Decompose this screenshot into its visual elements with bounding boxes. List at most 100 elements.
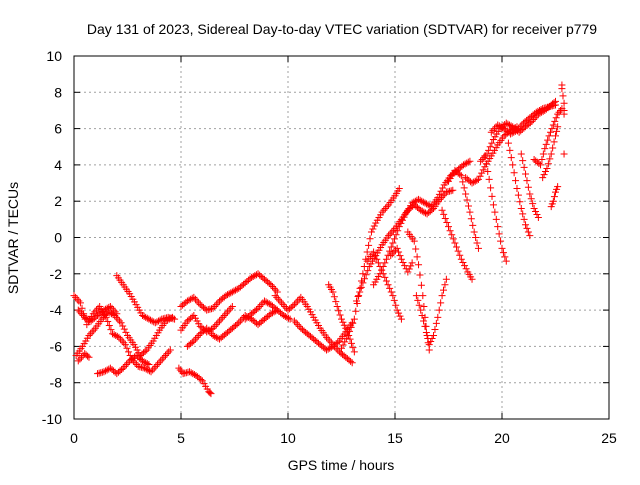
data-point-marker — [510, 128, 518, 136]
data-point-marker — [425, 341, 433, 349]
data-point-marker — [147, 368, 155, 376]
data-point-marker — [339, 341, 347, 349]
data-point-marker — [222, 310, 230, 318]
data-point-marker — [81, 313, 89, 321]
data-point-marker — [367, 228, 375, 236]
data-point-marker — [481, 152, 489, 160]
data-point-marker — [441, 281, 449, 289]
data-point-marker — [78, 304, 86, 312]
data-point-marker — [478, 155, 486, 163]
data-point-marker — [214, 299, 222, 307]
data-point-marker — [549, 197, 557, 205]
data-point-marker — [420, 317, 428, 325]
data-point-marker — [357, 283, 365, 291]
data-point-marker — [219, 313, 227, 321]
x-tick-label: 20 — [494, 430, 510, 446]
data-point-marker — [76, 308, 84, 316]
data-point-marker — [509, 161, 517, 169]
data-point-marker — [347, 339, 355, 347]
data-point-marker — [359, 279, 367, 287]
data-point-marker — [541, 145, 549, 153]
data-point-marker — [350, 348, 358, 356]
data-point-marker — [227, 289, 235, 297]
data-point-marker — [118, 366, 126, 374]
data-point-marker — [122, 328, 130, 336]
y-tick-label: 10 — [46, 48, 62, 64]
data-point-marker — [485, 175, 493, 183]
data-point-marker — [252, 306, 260, 314]
data-point-marker — [430, 332, 438, 340]
data-point-marker — [502, 119, 510, 127]
data-point-marker — [550, 193, 558, 201]
data-point-marker — [115, 317, 123, 325]
data-point-marker — [324, 345, 332, 353]
data-point-marker — [228, 302, 236, 310]
x-tick-label: 10 — [280, 430, 296, 446]
data-point-marker — [478, 169, 486, 177]
data-point-marker — [347, 323, 355, 331]
data-point-marker — [271, 292, 279, 300]
data-point-marker — [187, 369, 195, 377]
data-point-marker — [520, 163, 528, 171]
data-point-marker — [140, 312, 148, 320]
data-point-marker — [404, 268, 412, 276]
data-point-marker — [514, 191, 522, 199]
data-point-marker — [270, 284, 278, 292]
data-point-marker — [560, 99, 568, 107]
y-tick-label: -4 — [50, 302, 63, 318]
data-point-marker — [193, 333, 201, 341]
data-point-marker — [392, 246, 400, 254]
data-point-marker — [453, 243, 461, 251]
data-point-marker — [260, 297, 268, 305]
data-point-marker — [523, 224, 531, 232]
series-sat-af — [547, 183, 562, 211]
data-point-marker — [468, 275, 476, 283]
data-point-marker — [125, 348, 133, 356]
data-point-marker — [267, 281, 275, 289]
data-point-marker — [186, 368, 194, 376]
data-point-marker — [193, 297, 201, 305]
data-point-marker — [99, 313, 107, 321]
data-point-marker — [551, 117, 559, 125]
data-point-marker — [386, 284, 394, 292]
data-point-marker — [106, 309, 114, 317]
data-point-marker — [142, 313, 150, 321]
data-point-marker — [487, 184, 495, 192]
data-point-marker — [463, 159, 471, 167]
series-sat-f — [74, 350, 93, 365]
data-point-marker — [385, 232, 393, 240]
data-point-marker — [449, 186, 457, 194]
data-point-marker — [206, 389, 214, 397]
data-point-marker — [356, 288, 364, 296]
data-point-marker — [423, 332, 431, 340]
data-point-marker — [480, 154, 488, 162]
data-point-marker — [112, 332, 120, 340]
data-point-marker — [209, 332, 217, 340]
data-point-marker — [487, 128, 495, 136]
data-point-marker — [559, 92, 567, 100]
data-point-marker — [88, 328, 96, 336]
data-point-marker — [389, 239, 397, 247]
data-point-marker — [224, 291, 232, 299]
data-point-marker — [101, 312, 109, 320]
data-point-marker — [191, 335, 199, 343]
series-sat-w — [445, 166, 482, 252]
data-point-marker — [495, 230, 503, 238]
data-point-marker — [147, 316, 155, 324]
data-point-marker — [549, 144, 557, 152]
data-point-marker — [211, 302, 219, 310]
data-point-marker — [519, 210, 527, 218]
data-point-marker — [558, 85, 566, 93]
data-point-marker — [498, 244, 506, 252]
data-point-marker — [542, 140, 550, 148]
data-point-marker — [437, 299, 445, 307]
data-point-marker — [516, 123, 524, 131]
data-point-marker — [417, 206, 425, 214]
series-sat-r — [363, 248, 405, 323]
data-point-marker — [463, 196, 471, 204]
data-point-marker — [526, 190, 534, 198]
data-point-marker — [122, 361, 130, 369]
data-point-marker — [123, 344, 131, 352]
series-sat-ah — [560, 150, 568, 158]
